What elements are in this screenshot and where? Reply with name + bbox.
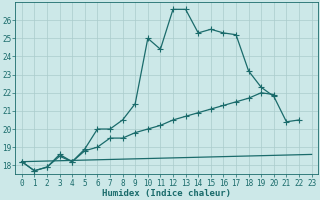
X-axis label: Humidex (Indice chaleur): Humidex (Indice chaleur) [102, 189, 231, 198]
